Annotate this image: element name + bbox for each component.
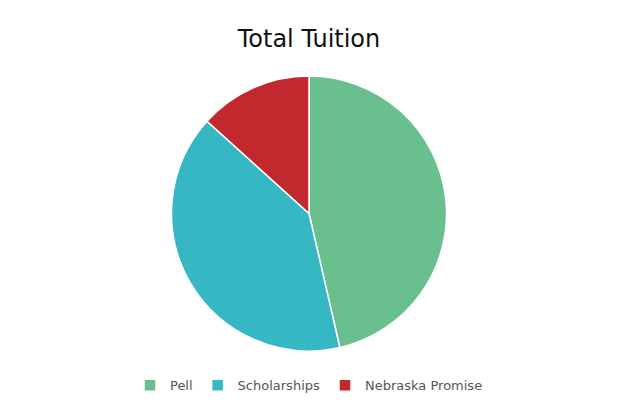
svg-text:Scholarships: Scholarships xyxy=(238,378,320,393)
svg-text:Pell: Pell xyxy=(170,378,193,393)
svg-text:Nebraska Promise: Nebraska Promise xyxy=(365,378,482,393)
svg-text:Total Tuition: Total Tuition xyxy=(237,25,381,53)
